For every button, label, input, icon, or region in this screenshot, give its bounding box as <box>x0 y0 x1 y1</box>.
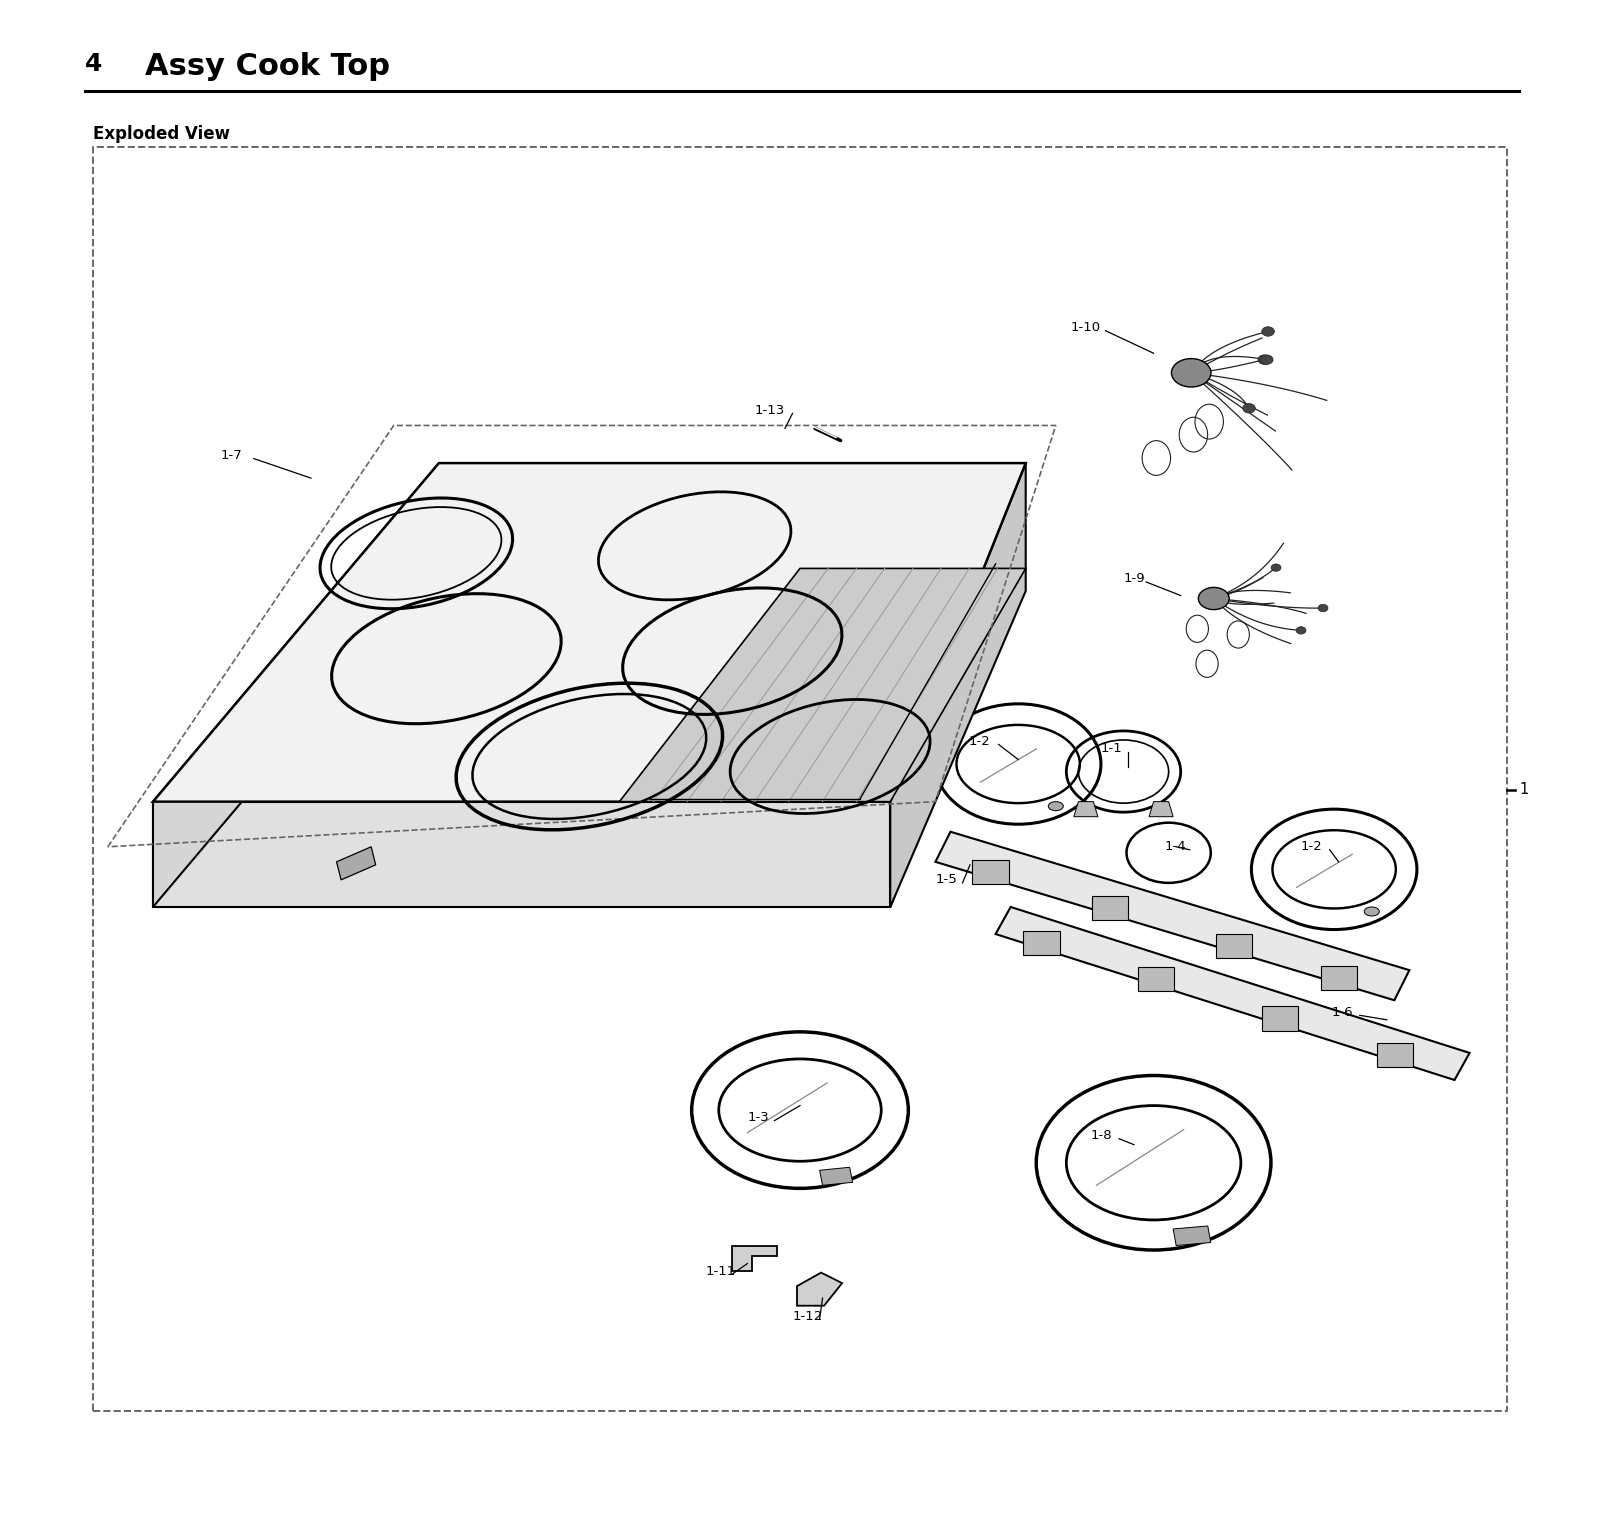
Polygon shape <box>154 802 890 906</box>
Ellipse shape <box>1243 404 1256 413</box>
Ellipse shape <box>1048 802 1064 811</box>
Polygon shape <box>733 1245 778 1271</box>
Polygon shape <box>1262 1006 1298 1030</box>
Polygon shape <box>797 1272 842 1306</box>
Text: 1-6: 1-6 <box>1331 1006 1352 1018</box>
Text: Exploded View: Exploded View <box>93 124 230 142</box>
Ellipse shape <box>1198 587 1229 610</box>
Text: 1-8: 1-8 <box>1091 1129 1112 1142</box>
Text: 1-1: 1-1 <box>1101 743 1123 755</box>
Polygon shape <box>1024 930 1059 955</box>
Ellipse shape <box>1258 356 1270 365</box>
Polygon shape <box>936 832 1410 1000</box>
Text: 1: 1 <box>1520 782 1528 797</box>
Text: 1-7: 1-7 <box>221 449 243 461</box>
Ellipse shape <box>1261 356 1274 365</box>
Text: Assy Cook Top: Assy Cook Top <box>146 53 390 82</box>
Ellipse shape <box>1296 626 1306 634</box>
Text: 4: 4 <box>85 53 102 76</box>
Polygon shape <box>1138 967 1174 991</box>
Polygon shape <box>890 463 1026 906</box>
Polygon shape <box>1173 1226 1211 1245</box>
Polygon shape <box>1322 965 1357 990</box>
Text: 1-9: 1-9 <box>1123 572 1146 586</box>
Ellipse shape <box>1262 327 1274 336</box>
Text: 1-10: 1-10 <box>1070 321 1101 334</box>
Text: 1-13: 1-13 <box>755 404 786 418</box>
Text: 1-11: 1-11 <box>706 1265 736 1277</box>
Polygon shape <box>154 569 1026 906</box>
Polygon shape <box>154 463 1026 802</box>
Polygon shape <box>336 847 376 881</box>
Text: 1-3: 1-3 <box>747 1111 770 1124</box>
Text: 1-12: 1-12 <box>792 1310 822 1322</box>
Text: 1-4: 1-4 <box>1165 840 1186 853</box>
Polygon shape <box>819 1167 853 1185</box>
Ellipse shape <box>1171 359 1211 387</box>
Polygon shape <box>1216 934 1251 958</box>
Ellipse shape <box>1318 604 1328 611</box>
Polygon shape <box>1149 802 1173 817</box>
Polygon shape <box>1378 1042 1413 1067</box>
Ellipse shape <box>1365 906 1379 915</box>
Text: 1-2: 1-2 <box>968 735 990 747</box>
Polygon shape <box>995 906 1469 1080</box>
Polygon shape <box>1091 896 1128 920</box>
Polygon shape <box>619 569 1026 802</box>
Polygon shape <box>973 861 1008 885</box>
Polygon shape <box>1074 802 1098 817</box>
Polygon shape <box>154 463 438 906</box>
Ellipse shape <box>1270 564 1282 572</box>
Text: 1-5: 1-5 <box>936 873 957 887</box>
Text: 1-2: 1-2 <box>1301 840 1323 853</box>
